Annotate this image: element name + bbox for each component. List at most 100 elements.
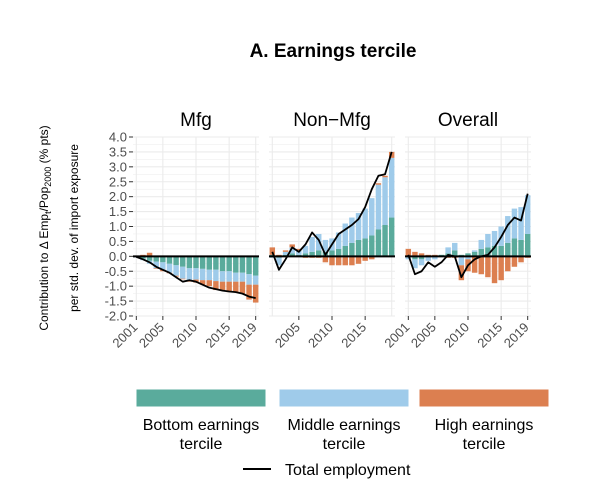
panel-title: Overall	[438, 110, 498, 131]
bar-middle-2014	[491, 230, 498, 246]
bar-high-2003	[418, 253, 425, 257]
bar-bottom-2015	[498, 245, 504, 257]
bar-middle-2018	[518, 207, 524, 240]
bar-middle-2012	[342, 223, 348, 246]
bar-middle-2002	[276, 257, 282, 266]
bar-middle-2012	[478, 239, 484, 249]
bar-bottom-2008	[180, 256, 186, 267]
bar-bottom-2013	[349, 242, 355, 257]
bar-middle-2015	[362, 208, 368, 239]
bar-high-2017	[511, 256, 518, 267]
panel-1: Non−Mfg 2005 2010 2015	[269, 110, 395, 351]
bar-middle-2005	[160, 262, 166, 270]
bar-bottom-2009	[186, 256, 193, 269]
bar-middle-2016	[233, 272, 239, 282]
y-tick-label: 2.5	[109, 174, 127, 189]
bar-bottom-2011	[335, 248, 342, 257]
bar-middle-2015	[226, 271, 232, 282]
bar-high-2011	[335, 256, 342, 266]
y-tick-label: 3.5	[109, 144, 127, 159]
bar-bottom-2004	[289, 253, 295, 257]
bar-middle-2019	[388, 157, 395, 218]
bar-middle-2010	[193, 268, 199, 280]
bar-high-2002	[412, 251, 418, 257]
bar-middle-2004	[289, 247, 295, 254]
legend-label-total: Total employment	[285, 462, 411, 479]
bar-bottom-2019	[524, 233, 531, 257]
x-tick-label: 2001	[109, 320, 140, 351]
bar-bottom-2016	[369, 235, 375, 257]
bar-high-2016	[233, 281, 239, 293]
x-tick-label: 2005	[272, 320, 303, 351]
bar-middle-2007	[445, 247, 451, 254]
bar-middle-2003	[282, 251, 289, 255]
bar-middle-2010	[465, 256, 471, 260]
bar-high-2004	[289, 244, 295, 248]
bar-bottom-2018	[382, 225, 388, 257]
bar-bottom-2013	[213, 256, 219, 270]
bar-middle-2013	[485, 233, 491, 248]
bar-high-2018	[382, 175, 388, 178]
bar-bottom-2013	[485, 247, 491, 257]
x-tick-label: 2001	[381, 320, 412, 351]
bar-bottom-2006	[166, 256, 173, 264]
x-tick-label: 2010	[169, 320, 200, 351]
bar-bottom-2006	[302, 253, 309, 257]
bar-bottom-2019	[252, 256, 259, 276]
bar-middle-2013	[349, 217, 355, 243]
bar-high-2004	[153, 268, 159, 269]
bar-middle-2003	[418, 259, 425, 266]
bar-middle-2016	[369, 198, 375, 236]
bar-high-2009	[458, 265, 465, 281]
bar-bottom-2002	[140, 256, 146, 259]
y-tick-label: 4.0	[109, 130, 127, 145]
bar-high-2013	[213, 281, 219, 291]
bar-bottom-2016	[505, 242, 511, 257]
bar-bottom-2018	[246, 256, 252, 275]
x-tick-label: 2015	[202, 320, 233, 351]
bar-bottom-2012	[206, 256, 212, 270]
x-tick-label: 2005	[408, 320, 439, 351]
bar-bottom-2011	[471, 251, 478, 257]
x-tick-label: 2010	[305, 320, 336, 351]
x-tick-label: 2019	[229, 320, 260, 351]
bar-high-2016	[369, 256, 375, 260]
bar-middle-2014	[219, 271, 226, 282]
bar-high-2017	[375, 183, 382, 185]
bar-bottom-2007	[173, 256, 179, 266]
bar-high-2012	[342, 256, 348, 266]
bar-bottom-2014	[355, 239, 362, 257]
bar-high-2017	[239, 281, 246, 294]
legend-label-middle-line2: tercile	[323, 436, 366, 453]
bar-bottom-2003	[418, 256, 425, 260]
bar-middle-2011	[471, 250, 478, 252]
bar-bottom-2017	[511, 238, 518, 257]
legend-label-high: High earnings	[435, 417, 534, 434]
bar-bottom-2015	[362, 238, 368, 257]
y-axis-ticks: 4.03.53.02.52.01.51.00.50.0-0.5-1.0-1.5-…	[105, 130, 133, 324]
bar-bottom-2015	[226, 256, 232, 272]
legend-label-bottom-line2: tercile	[180, 436, 223, 453]
x-tick-label: 2010	[441, 320, 472, 351]
bar-bottom-2008	[452, 250, 458, 257]
x-tick-label: 2005	[136, 320, 167, 351]
bar-middle-2006	[166, 263, 173, 273]
bar-middle-2013	[213, 269, 219, 282]
bar-high-2011	[471, 256, 478, 273]
bar-middle-2009	[322, 239, 329, 252]
bar-bottom-2016	[233, 256, 239, 273]
bar-middle-2018	[246, 274, 252, 285]
bar-middle-2017	[239, 272, 246, 282]
y-tick-label: 1.0	[109, 219, 127, 234]
y-tick-label: 3.0	[109, 159, 127, 174]
y-tick-label: 2.0	[109, 189, 127, 204]
bar-bottom-2017	[239, 256, 246, 273]
total-employment-line	[407, 193, 529, 279]
x-tick-label: 2019	[501, 320, 532, 351]
legend-label-high-line2: tercile	[463, 436, 506, 453]
legend-swatch-middle	[278, 388, 410, 408]
y-tick-label: -1.0	[105, 279, 127, 294]
